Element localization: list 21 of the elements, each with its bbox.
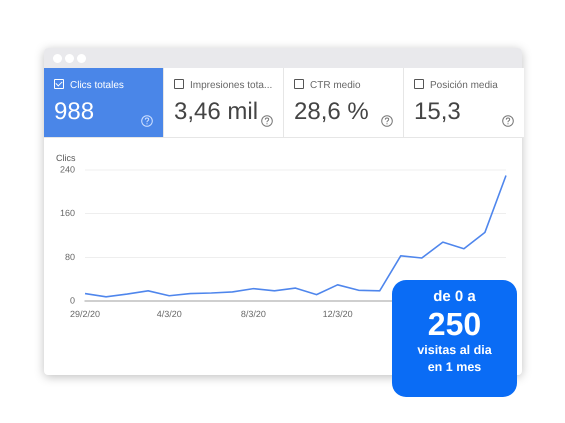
x-tick-label: 29/2/20 bbox=[70, 309, 100, 320]
x-tick-label: 8/3/20 bbox=[240, 309, 266, 320]
text: 15,3 bbox=[414, 98, 461, 126]
text: 250 bbox=[426, 305, 482, 343]
text: Clics totales bbox=[69, 79, 124, 91]
text: CTR medio bbox=[309, 79, 361, 91]
y-tick-label: 160 bbox=[60, 208, 76, 218]
text: en 1 mes bbox=[426, 360, 482, 374]
y-tick-label: 240 bbox=[60, 164, 76, 174]
text: 988 bbox=[54, 98, 94, 126]
y-tick-label: 80 bbox=[65, 252, 76, 262]
text: Posición media bbox=[429, 79, 498, 91]
y-tick-label: 0 bbox=[70, 296, 76, 306]
x-tick-label: 12/3/20 bbox=[322, 309, 353, 320]
text: 28,6 % bbox=[294, 98, 369, 126]
text: Impresiones tota... bbox=[189, 79, 272, 91]
x-tick-label: 4/3/20 bbox=[156, 309, 182, 320]
y-axis-title: Clics bbox=[56, 152, 76, 163]
annotation: de 0 a bbox=[432, 288, 477, 305]
text: 3,46 mil bbox=[174, 98, 258, 126]
text: visitas al dia bbox=[416, 343, 493, 357]
